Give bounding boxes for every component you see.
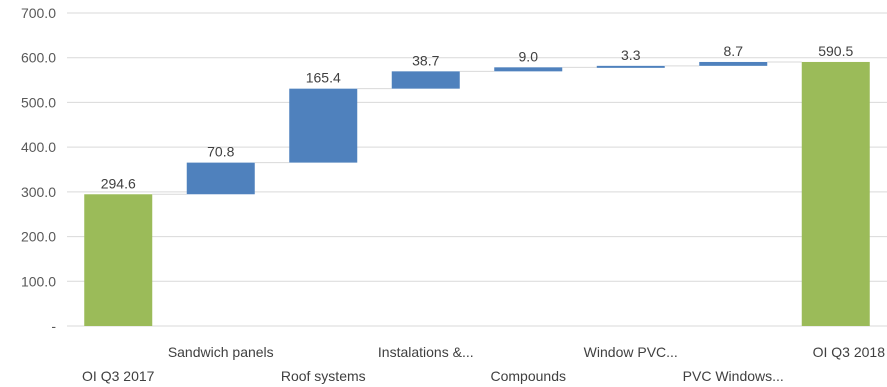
bar-increase	[699, 61, 768, 66]
category-label: Sandwich panels	[168, 344, 274, 360]
y-tick-label: 700.0	[21, 5, 56, 21]
data-labels: 294.6 70.8 165.4 38.7 9.0 3.3 8.7 590.5	[101, 43, 854, 191]
x-axis-category-labels: OI Q3 2017 Sandwich panels Roof systems Ins…	[82, 344, 885, 384]
category-label: OI Q3 2017	[82, 368, 155, 384]
y-axis-tick-labels: - 100.0 200.0 300.0 400.0 500.0 600.0 700.0	[21, 5, 56, 334]
connector-lines	[152, 61, 802, 195]
data-label: 294.6	[101, 175, 136, 191]
data-label: 165.4	[306, 70, 341, 86]
bar-increase	[391, 71, 460, 89]
bar-increase	[494, 67, 563, 72]
category-label: PVC Windows...	[683, 368, 784, 384]
data-label: 8.7	[724, 43, 744, 59]
category-label: Roof systems	[281, 368, 366, 384]
bar-increase	[289, 88, 358, 163]
data-label: 590.5	[818, 43, 853, 59]
data-label: 38.7	[412, 52, 439, 68]
y-tick-label: -	[51, 318, 56, 334]
category-label: Instalations &...	[378, 344, 474, 360]
category-label: Compounds	[491, 368, 567, 384]
data-label: 70.8	[207, 144, 234, 160]
bar-increase	[186, 162, 255, 195]
y-tick-label: 300.0	[21, 184, 56, 200]
y-tick-label: 500.0	[21, 94, 56, 110]
bar-total	[801, 61, 870, 326]
y-tick-label: 100.0	[21, 273, 56, 289]
y-tick-label: 200.0	[21, 229, 56, 245]
bar-total	[84, 194, 153, 326]
bars	[84, 61, 870, 326]
data-label: 9.0	[519, 48, 539, 64]
bar-increase	[596, 65, 665, 68]
y-tick-label: 600.0	[21, 50, 56, 66]
y-tick-label: 400.0	[21, 139, 56, 155]
category-label: Window PVC...	[584, 344, 678, 360]
category-label: OI Q3 2018	[813, 344, 886, 360]
data-label: 3.3	[621, 47, 641, 63]
